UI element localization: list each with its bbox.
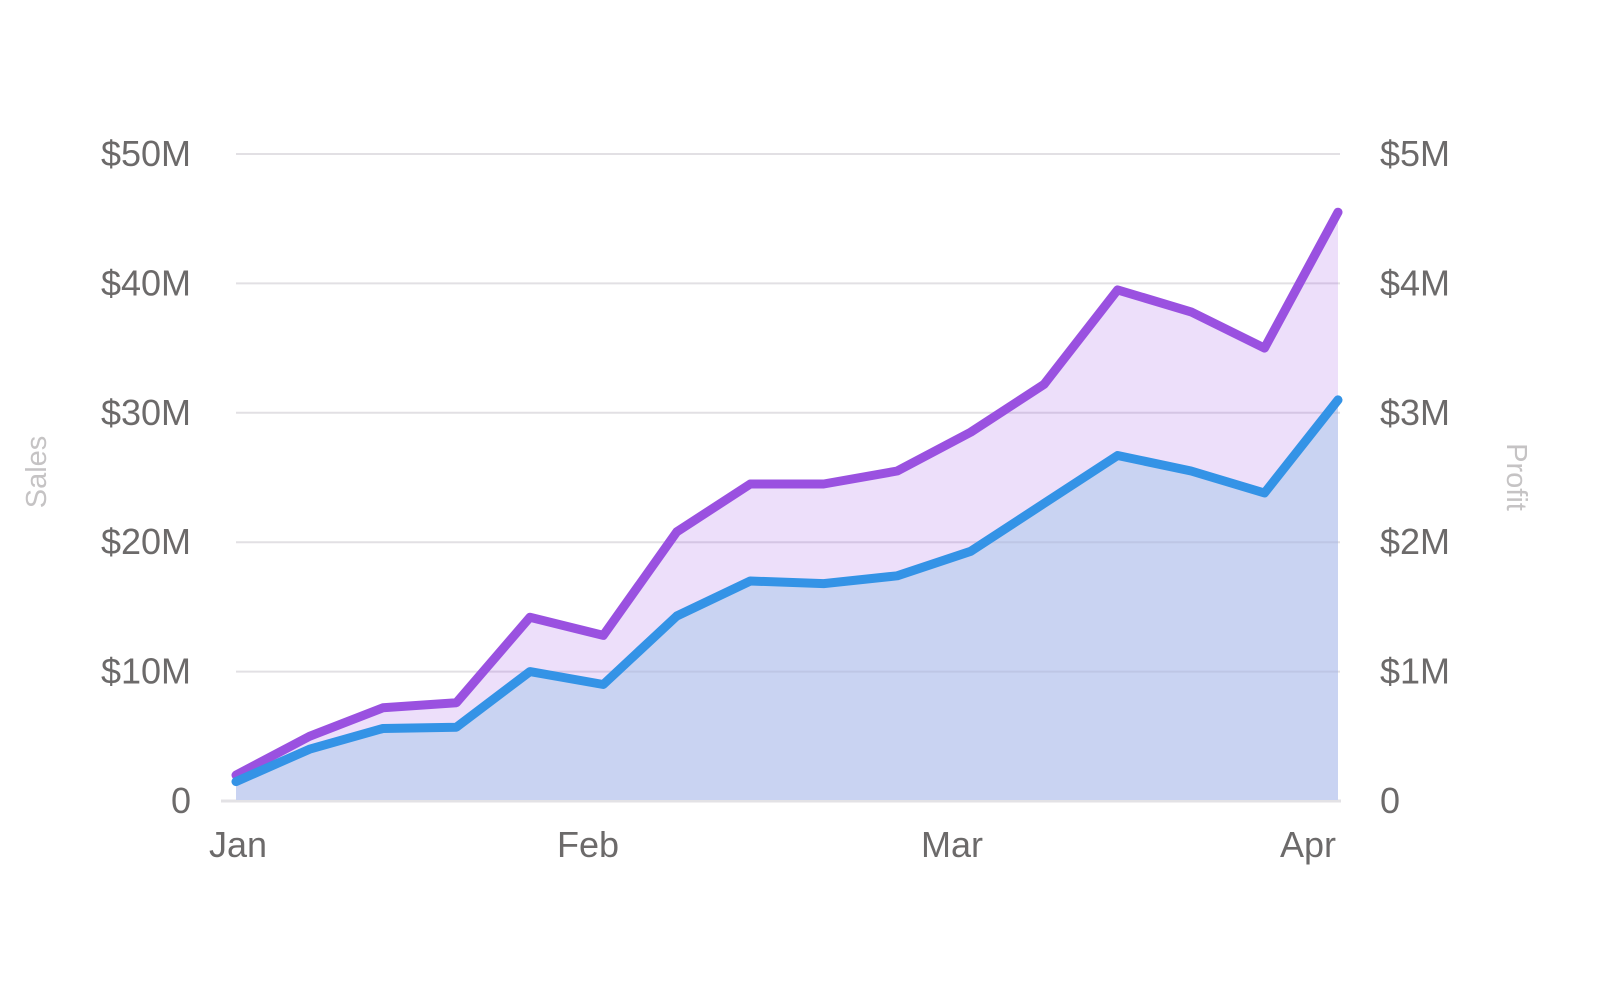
x-axis-month-label: Jan bbox=[209, 824, 267, 865]
left-axis-tick-label: $10M bbox=[101, 651, 191, 692]
x-axis-month-label: Apr bbox=[1280, 824, 1336, 865]
right-axis-tick-label: 0 bbox=[1380, 780, 1400, 821]
sales-line[interactable] bbox=[231, 395, 1343, 787]
right-axis-name-profit: Profit bbox=[1500, 443, 1532, 511]
x-axis-month-label: Feb bbox=[557, 824, 619, 865]
left-axis-tick-label: 0 bbox=[171, 780, 191, 821]
x-axis-month-label: Mar bbox=[921, 824, 983, 865]
profit-line[interactable] bbox=[231, 207, 1343, 780]
right-axis-tick-label: $1M bbox=[1380, 651, 1450, 692]
right-axis-tick-label: $2M bbox=[1380, 521, 1450, 562]
right-axis-tick-label: $5M bbox=[1380, 133, 1450, 174]
sales-area[interactable] bbox=[236, 399, 1338, 800]
left-axis-tick-label: $20M bbox=[101, 521, 191, 562]
right-axis-tick-label: $3M bbox=[1380, 392, 1450, 433]
right-axis-tick-label: $4M bbox=[1380, 262, 1450, 303]
left-axis-tick-label: $50M bbox=[101, 133, 191, 174]
left-axis-tick-label: $40M bbox=[101, 262, 191, 303]
left-axis-tick-label: $30M bbox=[101, 392, 191, 433]
left-axis-name-sales: Sales bbox=[21, 436, 53, 509]
